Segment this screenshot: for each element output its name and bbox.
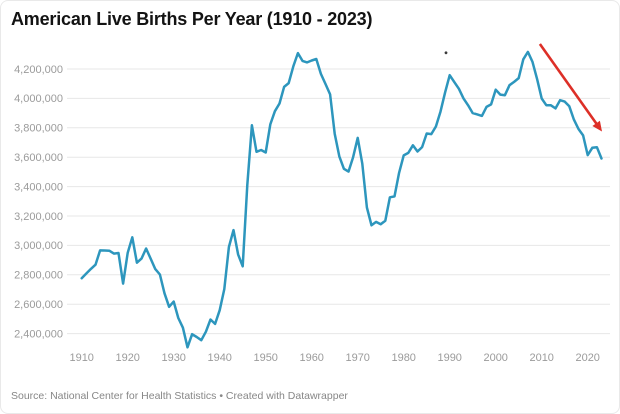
y-axis-tick-label: 3,200,000: [14, 211, 63, 223]
y-axis-tick-label: 4,000,000: [14, 93, 63, 105]
trend-arrow-shaft: [538, 43, 600, 128]
x-axis-tick-label: 1910: [69, 352, 93, 364]
line-chart: 4,200,000 4,000,000 3,800,000 3,600,000 3,40…: [14, 43, 610, 364]
x-axis-tick-label: 1990: [437, 352, 461, 364]
y-axis-tick-label: 3,600,000: [14, 152, 63, 164]
y-axis-tick-label: 4,200,000: [14, 64, 63, 76]
y-axis-tick-label: 3,400,000: [14, 181, 63, 193]
x-axis-tick-label: 1940: [207, 352, 231, 364]
stray-dot-annotation: [444, 51, 448, 55]
y-axis-tick-label: 2,400,000: [14, 328, 63, 340]
x-axis-tick-label: 2000: [483, 352, 507, 364]
x-axis-tick-label: 1920: [115, 352, 139, 364]
x-axis-tick-label: 1970: [345, 352, 369, 364]
x-axis-tick-label: 1930: [161, 352, 185, 364]
x-axis-tick-label: 1960: [299, 352, 323, 364]
y-axis-tick-label: 3,800,000: [14, 123, 63, 135]
y-axis-tick-label: 2,600,000: [14, 299, 63, 311]
births-line: [80, 50, 603, 349]
x-axis-tick-label: 2010: [529, 352, 553, 364]
y-axis-tick-label: 2,800,000: [14, 270, 63, 282]
y-axis-tick-label: 3,000,000: [14, 240, 63, 252]
chart-title: American Live Births Per Year (1910 - 20…: [11, 9, 373, 29]
x-axis-tick-label: 2020: [575, 352, 599, 364]
x-axis-tick-label: 1980: [391, 352, 415, 364]
source-note: Source: National Center for Health Stati…: [11, 390, 348, 402]
x-axis-tick-label: 1950: [253, 352, 277, 364]
trend-arrow-head: [592, 120, 602, 132]
